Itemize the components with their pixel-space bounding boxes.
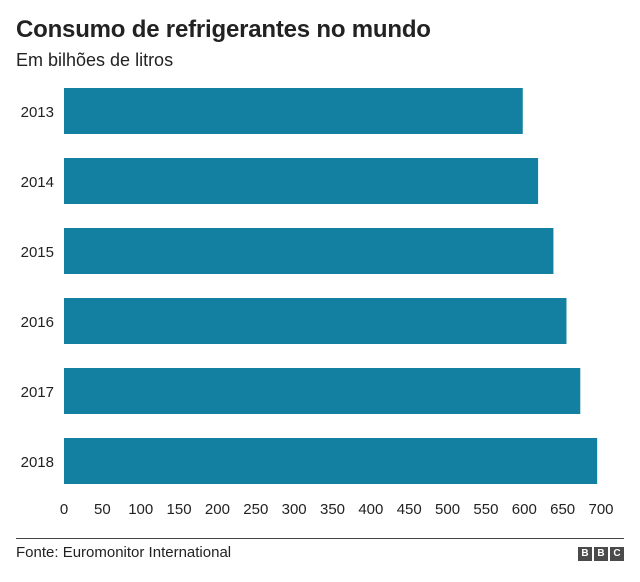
x-tick-label: 600 <box>512 501 537 518</box>
x-tick-label: 550 <box>473 501 498 518</box>
category-label: 2014 <box>21 174 54 191</box>
bar-2013 <box>64 88 523 134</box>
x-tick-label: 400 <box>358 501 383 518</box>
category-label: 2015 <box>21 244 54 261</box>
source-note: Fonte: Euromonitor International <box>16 544 232 561</box>
x-tick-label: 200 <box>205 501 230 518</box>
bar-2017 <box>64 368 581 414</box>
category-label: 2017 <box>21 384 54 401</box>
footer-divider <box>16 538 624 539</box>
category-label: 2013 <box>21 104 54 121</box>
bar-2016 <box>64 298 567 344</box>
x-tick-label: 650 <box>550 501 575 518</box>
bar-2018 <box>64 438 598 484</box>
chart-title: Consumo de refrigerantes no mundo <box>16 16 431 43</box>
chart-subtitle: Em bilhões de litros <box>16 50 174 70</box>
logo-letter: B <box>594 547 608 561</box>
x-tick-label: 350 <box>320 501 345 518</box>
x-tick-label: 100 <box>128 501 153 518</box>
x-tick-label: 0 <box>60 501 68 518</box>
category-label: 2016 <box>21 314 54 331</box>
x-tick-label: 700 <box>588 501 613 518</box>
bar-2014 <box>64 158 539 204</box>
bar-2015 <box>64 228 554 274</box>
bbc-logo: B B C <box>578 547 624 561</box>
category-label: 2018 <box>21 454 54 471</box>
bar-chart: 2013 2014 2015 2016 2017 2018 0 50 100 150 200 250 3… <box>21 88 614 518</box>
x-tick-label: 150 <box>167 501 192 518</box>
x-tick-label: 450 <box>397 501 422 518</box>
x-tick-label: 300 <box>282 501 307 518</box>
x-tick-label: 250 <box>243 501 268 518</box>
x-tick-label: 50 <box>94 501 111 518</box>
x-tick-label: 500 <box>435 501 460 518</box>
logo-letter: B <box>578 547 592 561</box>
logo-letter: C <box>610 547 624 561</box>
